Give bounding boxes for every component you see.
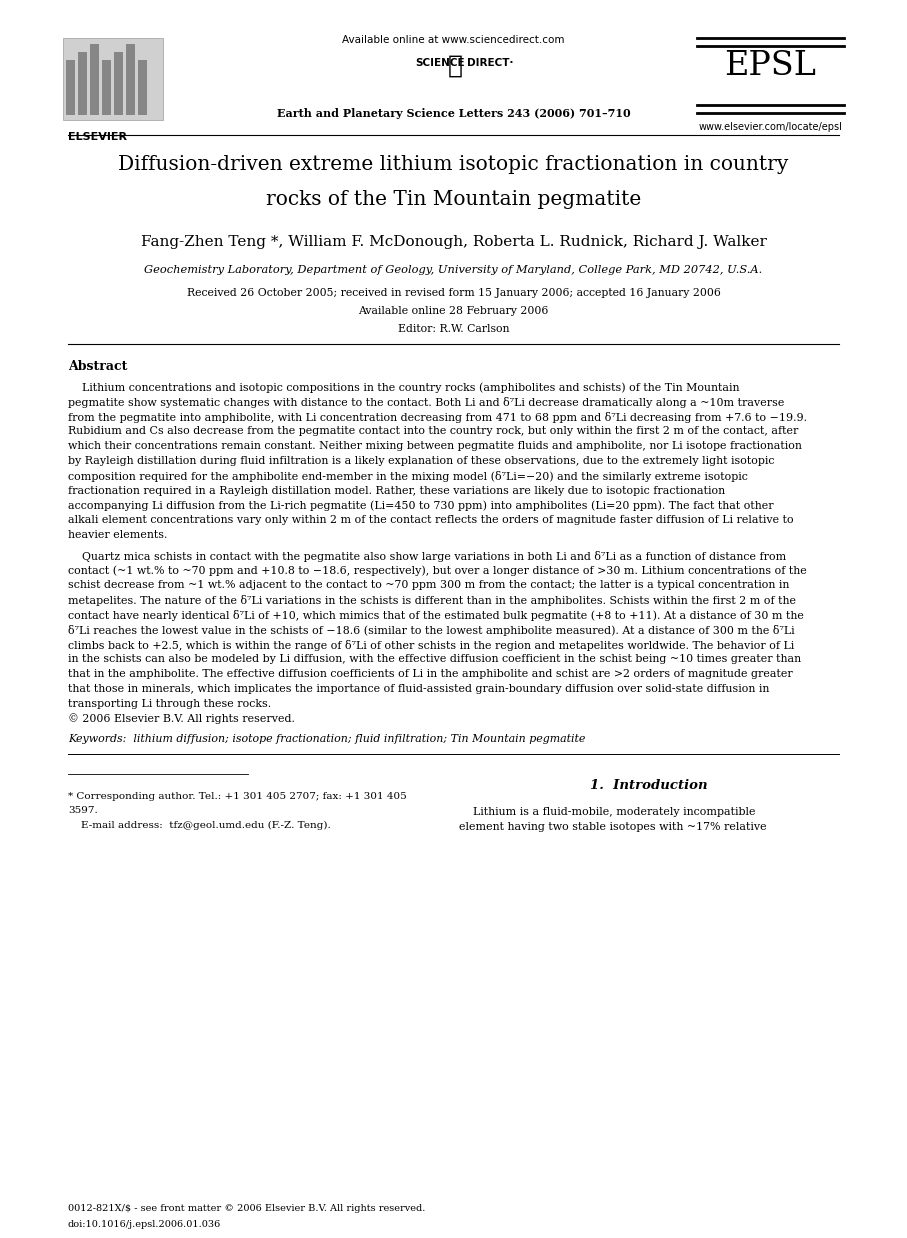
Text: Lithium concentrations and isotopic compositions in the country rocks (amphiboli: Lithium concentrations and isotopic comp…	[68, 383, 739, 392]
Text: fractionation required in a Rayleigh distillation model. Rather, these variation: fractionation required in a Rayleigh dis…	[68, 485, 725, 495]
Text: accompanying Li diffusion from the Li-rich pegmatite (Li=450 to 730 ppm) into am: accompanying Li diffusion from the Li-ri…	[68, 500, 774, 511]
Text: Quartz mica schists in contact with the pegmatite also show large variations in : Quartz mica schists in contact with the …	[68, 551, 786, 562]
Text: SCIENCE: SCIENCE	[415, 58, 465, 68]
Text: * Corresponding author. Tel.: +1 301 405 2707; fax: +1 301 405: * Corresponding author. Tel.: +1 301 405…	[68, 792, 406, 801]
Text: alkali element concentrations vary only within 2 m of the contact reflects the o: alkali element concentrations vary only …	[68, 515, 794, 525]
Bar	[114, 52, 123, 115]
Text: Lithium is a fluid-mobile, moderately incompatible: Lithium is a fluid-mobile, moderately in…	[459, 807, 755, 817]
Text: that in the amphibolite. The effective diffusion coefficients of Li in the amphi: that in the amphibolite. The effective d…	[68, 670, 793, 680]
Text: doi:10.1016/j.epsl.2006.01.036: doi:10.1016/j.epsl.2006.01.036	[68, 1219, 221, 1229]
Bar	[66, 59, 75, 115]
Text: rocks of the Tin Mountain pegmatite: rocks of the Tin Mountain pegmatite	[266, 189, 641, 209]
Text: Editor: R.W. Carlson: Editor: R.W. Carlson	[398, 324, 509, 334]
Text: heavier elements.: heavier elements.	[68, 530, 168, 540]
Text: which their concentrations remain constant. Neither mixing between pegmatite flu: which their concentrations remain consta…	[68, 441, 802, 451]
Text: element having two stable isotopes with ~17% relative: element having two stable isotopes with …	[459, 822, 766, 832]
Text: EPSL: EPSL	[725, 50, 816, 82]
Text: contact have nearly identical δ⁷Li of +10, which mimics that of the estimated bu: contact have nearly identical δ⁷Li of +1…	[68, 610, 804, 621]
Bar	[78, 52, 87, 115]
Text: DIRECT·: DIRECT·	[467, 58, 514, 68]
Text: Available online at www.sciencedirect.com: Available online at www.sciencedirect.co…	[342, 35, 565, 45]
Bar	[63, 38, 163, 120]
Text: Available online 28 February 2006: Available online 28 February 2006	[358, 306, 549, 316]
Text: that those in minerals, which implicates the importance of fluid-assisted grain-: that those in minerals, which implicates…	[68, 685, 769, 695]
Text: 1.  Introduction: 1. Introduction	[590, 780, 707, 792]
Text: © 2006 Elsevier B.V. All rights reserved.: © 2006 Elsevier B.V. All rights reserved…	[68, 713, 295, 724]
Bar	[126, 45, 135, 115]
Text: Geochemistry Laboratory, Department of Geology, University of Maryland, College : Geochemistry Laboratory, Department of G…	[144, 265, 763, 275]
Text: schist decrease from ~1 wt.% adjacent to the contact to ~70 ppm 300 m from the c: schist decrease from ~1 wt.% adjacent to…	[68, 581, 789, 591]
Text: Fang-Zhen Teng *, William F. McDonough, Roberta L. Rudnick, Richard J. Walker: Fang-Zhen Teng *, William F. McDonough, …	[141, 235, 766, 249]
Text: from the pegmatite into amphibolite, with Li concentration decreasing from 471 t: from the pegmatite into amphibolite, wit…	[68, 411, 807, 422]
Text: by Rayleigh distillation during fluid infiltration is a likely explanation of th: by Rayleigh distillation during fluid in…	[68, 456, 775, 465]
Text: Keywords:  lithium diffusion; isotope fractionation; fluid infiltration; Tin Mou: Keywords: lithium diffusion; isotope fra…	[68, 734, 585, 744]
Text: Abstract: Abstract	[68, 360, 127, 373]
Text: in the schists can also be modeled by Li diffusion, with the effective diffusion: in the schists can also be modeled by Li…	[68, 655, 801, 665]
Text: ⓐ: ⓐ	[448, 54, 463, 78]
Text: Rubidium and Cs also decrease from the pegmatite contact into the country rock, : Rubidium and Cs also decrease from the p…	[68, 426, 798, 437]
Bar	[102, 59, 111, 115]
Text: metapelites. The nature of the δ⁷Li variations in the schists is different than : metapelites. The nature of the δ⁷Li vari…	[68, 595, 796, 607]
Text: contact (~1 wt.% to ~70 ppm and +10.8 to −18.6, respectively), but over a longer: contact (~1 wt.% to ~70 ppm and +10.8 to…	[68, 566, 806, 576]
Text: pegmatite show systematic changes with distance to the contact. Both Li and δ⁷Li: pegmatite show systematic changes with d…	[68, 397, 785, 407]
Text: www.elsevier.com/locate/epsl: www.elsevier.com/locate/epsl	[698, 123, 843, 132]
Text: E-mail address:  tfz@geol.umd.edu (F.-Z. Teng).: E-mail address: tfz@geol.umd.edu (F.-Z. …	[68, 821, 331, 829]
Text: composition required for the amphibolite end-member in the mixing model (δ⁷Li=−2: composition required for the amphibolite…	[68, 470, 748, 482]
Text: 3597.: 3597.	[68, 806, 98, 816]
Text: δ⁷Li reaches the lowest value in the schists of −18.6 (similar to the lowest amp: δ⁷Li reaches the lowest value in the sch…	[68, 625, 795, 636]
Text: ELSEVIER: ELSEVIER	[68, 132, 127, 142]
Text: Diffusion-driven extreme lithium isotopic fractionation in country: Diffusion-driven extreme lithium isotopi…	[118, 155, 789, 175]
Text: Received 26 October 2005; received in revised form 15 January 2006; accepted 16 : Received 26 October 2005; received in re…	[187, 288, 720, 298]
Text: transporting Li through these rocks.: transporting Li through these rocks.	[68, 698, 271, 709]
Text: Earth and Planetary Science Letters 243 (2006) 701–710: Earth and Planetary Science Letters 243 …	[277, 108, 630, 119]
Bar	[90, 45, 99, 115]
Text: climbs back to +2.5, which is within the range of δ⁷Li of other schists in the r: climbs back to +2.5, which is within the…	[68, 640, 795, 651]
Bar	[138, 59, 147, 115]
Text: 0012-821X/$ - see front matter © 2006 Elsevier B.V. All rights reserved.: 0012-821X/$ - see front matter © 2006 El…	[68, 1205, 425, 1213]
